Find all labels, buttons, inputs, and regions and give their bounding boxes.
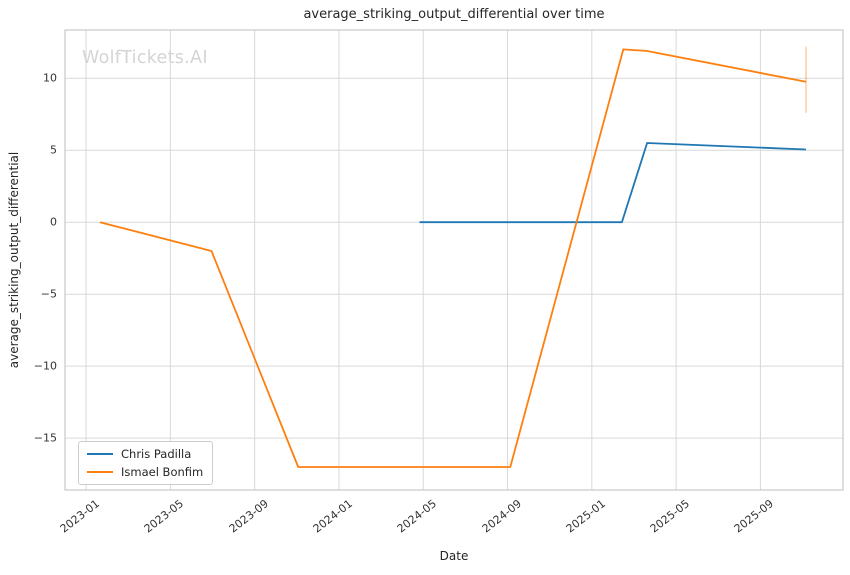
y-tick-label: 5 xyxy=(50,143,57,157)
y-axis-label: average_striking_output_differential xyxy=(7,151,21,369)
legend: Chris Padilla Ismael Bonfim xyxy=(78,441,214,485)
y-tick-label: −10 xyxy=(33,359,57,373)
plot-border xyxy=(64,29,844,491)
x-axis-label: Date xyxy=(439,549,469,563)
legend-item: Chris Padilla xyxy=(87,447,203,461)
legend-label: Chris Padilla xyxy=(121,447,192,461)
y-tick-label: 10 xyxy=(43,71,57,85)
chart-title: average_striking_output_differential ove… xyxy=(303,7,605,22)
y-tick-label: −15 xyxy=(33,431,57,445)
legend-line-swatch xyxy=(87,471,113,473)
y-tick-label: 0 xyxy=(50,215,57,229)
watermark: WolfTickets.AI xyxy=(82,48,208,68)
legend-item: Ismael Bonfim xyxy=(87,465,203,479)
series-line-chris-padilla xyxy=(419,142,807,224)
y-tick-label: −5 xyxy=(40,287,57,301)
series-line-ismael-bonfim xyxy=(99,48,807,468)
legend-line-swatch xyxy=(87,453,113,455)
legend-label: Ismael Bonfim xyxy=(121,465,204,479)
